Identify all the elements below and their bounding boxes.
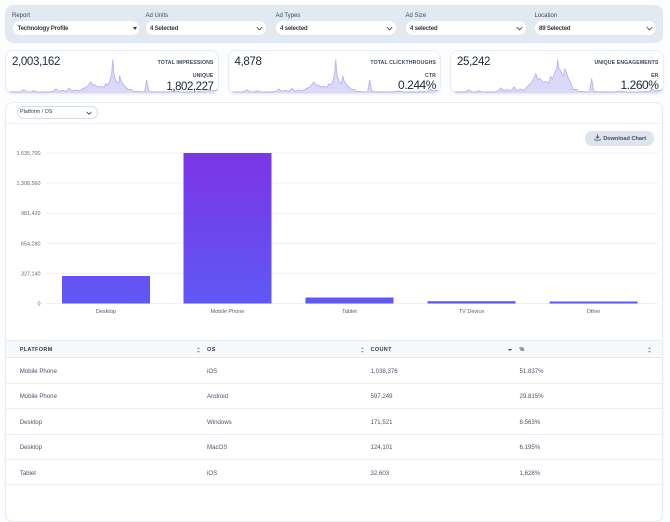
- svg-text:Mobile Phone: Mobile Phone: [211, 309, 245, 315]
- svg-text:1,308,560: 1,308,560: [17, 181, 41, 187]
- svg-text:Tablet: Tablet: [342, 309, 357, 315]
- svg-text:Desktop: Desktop: [96, 309, 116, 315]
- svg-text:981,420: 981,420: [21, 211, 41, 217]
- svg-text:0: 0: [38, 301, 41, 307]
- svg-text:327,140: 327,140: [21, 271, 41, 277]
- svg-text:1,635,700: 1,635,700: [17, 151, 41, 157]
- svg-text:654,280: 654,280: [21, 241, 41, 247]
- svg-text:TV Device: TV Device: [459, 309, 484, 315]
- svg-text:Other: Other: [587, 309, 601, 315]
